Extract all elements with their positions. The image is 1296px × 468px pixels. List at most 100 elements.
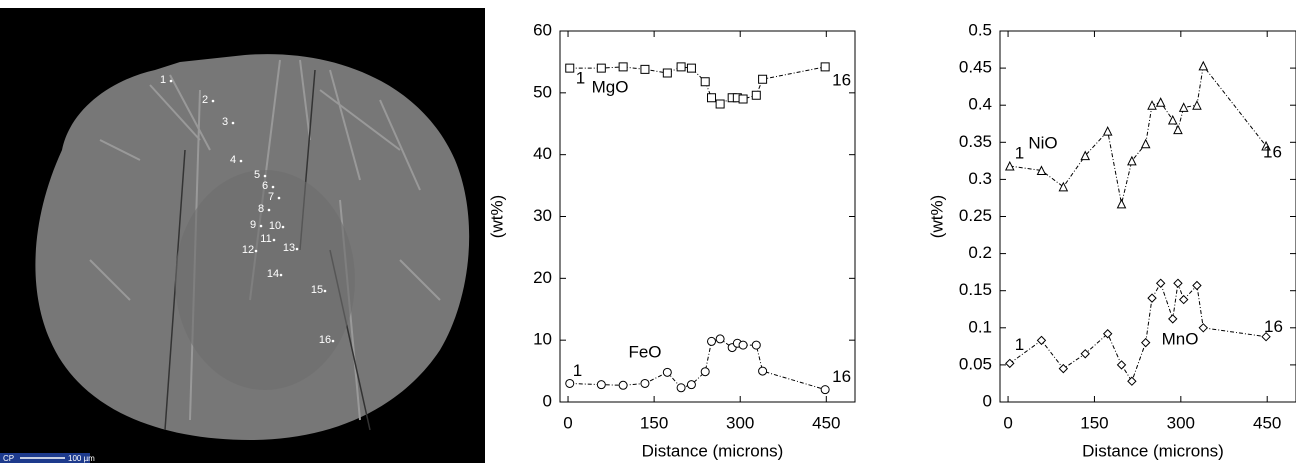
y-tick-label: 50 [533,82,552,101]
marker [686,63,696,73]
point-dot [331,339,335,343]
annotation: 16 [1264,317,1283,336]
marker [1140,337,1151,348]
marker [751,340,761,350]
point-dot [263,174,267,178]
annotation: 1 [1015,335,1024,354]
point-dot [323,289,327,293]
point-label: 15 [311,284,323,296]
x-axis-label: Distance (microns) [1082,441,1224,460]
chart: 0 0.05 0.1 0.15 0.2 0.25 0.3 0.35 0.4 0.45 0.5 0 150… [927,20,1296,460]
marker [758,74,768,84]
point-dot [272,238,276,242]
series-line [569,338,826,391]
marker [1198,323,1208,333]
y-tick-label: 0.4 [968,95,992,114]
y-tick-label: 0.5 [968,20,992,39]
point-dot [169,79,173,83]
point-dot [281,225,285,229]
marker [1036,335,1047,346]
point-label: 16 [319,334,331,346]
marker [1173,124,1183,135]
marker [820,385,830,395]
marker [1080,150,1091,161]
marker [738,94,748,104]
marker [707,93,717,103]
marker [1198,60,1209,71]
marker [618,380,628,390]
point-label: 13 [283,242,295,254]
point-label: 11 [260,233,271,245]
marker [1155,97,1166,107]
marker [700,367,710,377]
marker [707,336,717,346]
x-tick-label: 450 [812,413,840,432]
chart: 0 10 20 30 40 50 60 0 150 300 450 Distance (microns… [487,20,856,460]
point-dot [254,249,258,253]
point-dot [211,99,215,103]
point-dot [295,247,299,251]
marker [1192,280,1202,291]
marker [1147,100,1157,110]
y-tick-label: 0.45 [959,58,992,77]
marker [1192,100,1202,110]
x-tick-label: 300 [1167,413,1195,432]
marker [1147,293,1157,303]
point-dot [231,121,235,125]
marker [565,63,575,73]
point-dot [259,224,263,228]
y-tick-label: 0.15 [959,280,992,299]
x-tick-label: 0 [563,413,572,432]
y-tick-label: 10 [533,330,552,349]
y-axis-label: (wt%) [927,195,946,238]
point-label: 4 [230,154,236,166]
marker [1127,376,1137,386]
x-tick-label: 150 [1080,413,1108,432]
y-tick-label: 0.1 [968,317,992,336]
marker [596,63,606,73]
corner-label: CP [3,454,14,463]
marker [618,62,628,72]
marker [1173,278,1183,288]
marker [1167,114,1178,125]
marker [1036,165,1047,175]
series-name: MgO [592,77,629,96]
y-tick-label: 30 [533,206,552,225]
marker [820,62,830,72]
point-label: 5 [254,169,260,181]
series-name: NiO [1028,133,1057,152]
marker [1116,360,1127,370]
marker [738,340,748,350]
core [175,170,355,390]
marker [662,367,672,377]
marker [715,334,725,344]
x-axis-label: Distance (microns) [642,441,784,460]
marker [1168,314,1178,324]
point-label: 14 [267,268,279,280]
point-dot [267,208,271,212]
marker [596,380,606,390]
marker [758,366,768,376]
point-label: 3 [222,116,228,128]
point-dot [277,196,281,200]
point-label: 1 [160,74,166,86]
y-tick-label: 0.3 [968,169,992,188]
x-tick-label: 300 [726,413,754,432]
marker [676,383,686,393]
point-label: 8 [258,203,264,215]
point-label: 6 [262,180,268,192]
marker [1140,138,1151,149]
marker [1102,126,1113,136]
marker [1155,278,1166,288]
marker [662,68,672,78]
marker [715,99,725,109]
y-tick-label: 0.25 [959,206,992,225]
annotation: 1 [576,69,585,88]
annotation: 1 [573,361,582,380]
series-line [1009,64,1267,205]
marker [1261,331,1271,342]
series-name: FeO [628,342,661,361]
marker [640,64,650,74]
